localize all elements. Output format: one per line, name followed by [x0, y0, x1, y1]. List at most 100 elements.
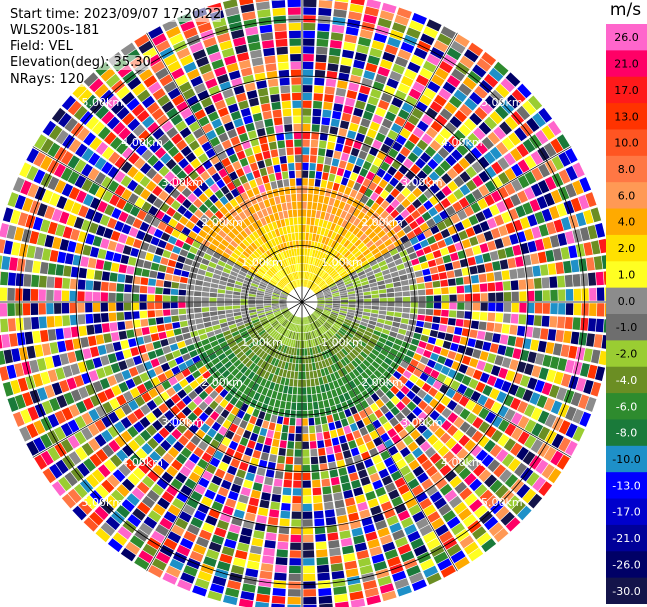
ppi-cell: [397, 543, 412, 555]
ppi-cell: [413, 242, 422, 251]
ppi-cell: [346, 90, 358, 100]
ppi-cell: [361, 280, 369, 286]
ppi-cell: [254, 474, 265, 484]
ppi-cell: [198, 440, 209, 451]
ppi-cell: [383, 85, 396, 96]
ppi-cell: [302, 248, 305, 256]
ppi-cell: [399, 346, 408, 355]
ppi-cell: [503, 302, 512, 312]
ppi-cell: [268, 173, 276, 182]
ppi-cell: [333, 275, 341, 281]
ppi-cell: [334, 344, 341, 352]
ppi-cell: [214, 99, 226, 110]
ppi-cell: [434, 391, 445, 402]
ppi-cell: [273, 291, 281, 295]
ppi-cell: [314, 320, 320, 328]
ppi-cell: [139, 294, 147, 302]
ppi-cell: [100, 292, 108, 302]
ppi-cell: [373, 32, 388, 43]
ppi-cell: [228, 440, 239, 451]
ppi-cell: [302, 519, 313, 527]
ppi-cell: [262, 333, 269, 340]
ppi-cell: [378, 494, 390, 505]
ppi-cell: [101, 161, 113, 175]
ppi-cell: [433, 232, 444, 242]
ppi-cell: [588, 318, 597, 332]
ppi-cell: [240, 295, 248, 299]
ppi-cell: [130, 347, 140, 357]
ppi-cell: [190, 517, 204, 529]
ppi-cell: [146, 369, 157, 379]
ppi-cell: [171, 133, 183, 145]
ppi-cell: [339, 288, 347, 292]
ppi-cell: [275, 263, 281, 271]
ppi-cell: [293, 348, 297, 356]
ppi-cell: [359, 564, 374, 575]
colorbar-swatch: [606, 182, 647, 210]
ppi-cell: [239, 221, 247, 230]
ppi-cell: [281, 336, 286, 344]
ppi-cell: [445, 437, 457, 450]
ppi-cell: [178, 296, 186, 302]
ppi-cell: [330, 405, 338, 414]
ppi-cell: [310, 283, 316, 290]
ppi-cell: [179, 465, 192, 477]
ppi-cell: [62, 315, 71, 327]
ppi-cell: [202, 70, 215, 82]
ppi-cell: [469, 236, 479, 246]
ppi-cell: [438, 272, 448, 280]
ppi-cell: [11, 242, 21, 256]
ppi-cell: [384, 380, 394, 390]
ppi-cell: [190, 435, 201, 446]
ppi-cell: [355, 310, 363, 315]
ppi-cell: [498, 225, 508, 237]
ppi-cell: [444, 122, 457, 134]
ppi-cell: [268, 338, 275, 346]
ppi-cell: [34, 186, 46, 201]
ppi-cell: [278, 227, 284, 236]
ppi-cell: [343, 203, 351, 212]
ppi-cell: [538, 163, 551, 178]
ppi-cell: [371, 263, 380, 271]
ppi-cell: [506, 94, 521, 109]
ppi-cell: [276, 416, 284, 425]
ppi-cell: [274, 572, 287, 581]
ppi-cell: [382, 541, 396, 553]
ppi-cell: [570, 259, 580, 273]
ppi-cell: [310, 456, 319, 465]
ppi-cell: [369, 472, 380, 483]
ppi-cell: [360, 337, 369, 344]
ppi-cell: [94, 324, 103, 334]
ppi-cell: [136, 481, 150, 494]
ppi-cell: [378, 468, 390, 479]
ppi-cell: [387, 37, 401, 48]
ppi-cell: [279, 297, 287, 300]
ppi-cell: [193, 417, 204, 428]
ppi-cell: [343, 425, 352, 435]
ppi-cell: [500, 78, 515, 93]
ppi-cell: [333, 354, 340, 362]
ppi-cell: [179, 320, 188, 328]
ppi-cell: [267, 314, 275, 320]
ppi-cell: [589, 287, 597, 301]
ppi-cell: [334, 175, 343, 184]
ppi-cell: [273, 117, 283, 126]
ppi-cell: [510, 397, 521, 411]
ppi-cell: [427, 511, 441, 523]
range-ring-label: 1.00km: [321, 256, 363, 269]
ppi-cell: [352, 280, 361, 285]
ppi-cell: [254, 120, 265, 130]
ppi-cell: [453, 89, 467, 103]
ppi-cell: [230, 356, 239, 364]
ppi-cell: [459, 171, 471, 183]
ppi-cell: [588, 272, 597, 286]
ppi-cell: [278, 211, 284, 220]
ppi-cell: [229, 386, 238, 396]
ppi-cell: [234, 380, 243, 390]
ppi-cell: [297, 317, 300, 325]
ppi-cell: [334, 277, 342, 283]
ppi-cell: [251, 318, 260, 324]
ppi-cell: [290, 542, 301, 550]
ppi-cell: [440, 565, 456, 578]
ppi-cell: [380, 432, 390, 443]
